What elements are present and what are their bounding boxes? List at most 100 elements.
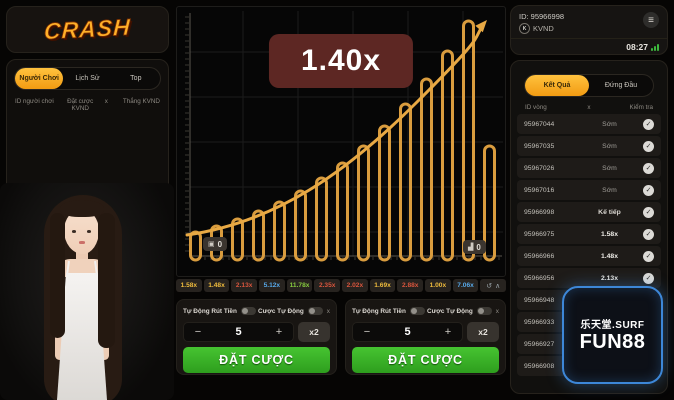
history-chip[interactable]: 1.69x	[369, 279, 396, 292]
round-id: 95966908	[524, 362, 555, 370]
bet-panel-1: Tự Động Rút Tiền Cược Tự Động x − 5 + x2…	[176, 299, 337, 375]
verify-icon[interactable]: ✓	[643, 184, 654, 196]
bets-count-badge[interactable]: ▟ 0	[463, 240, 486, 254]
tab-ket-qua[interactable]: Kết Quả	[525, 75, 589, 96]
chart-bars	[189, 19, 496, 262]
chart-bar	[357, 144, 370, 262]
results-panel-tabs: Kết Quả Đứng Đầu	[524, 74, 654, 97]
round-id: 95966956	[524, 274, 555, 282]
result-row: 95967035 Sớm ✓	[517, 136, 661, 156]
x-suffix-label: x	[326, 307, 330, 315]
chart-bar	[315, 176, 328, 262]
result-row: 95966975 1.58x ✓	[517, 224, 661, 244]
bet-amount-value[interactable]: 5	[404, 326, 411, 338]
auto-cashout-toggle[interactable]	[240, 307, 256, 315]
round-id: 95966948	[524, 296, 555, 304]
col-win: Thắng KVND	[122, 98, 160, 105]
round-value: 1.48x	[600, 252, 618, 260]
result-row: 95966998 Kế tiếp ✓	[517, 202, 661, 222]
history-chip[interactable]: 7.06x	[452, 279, 479, 292]
chart-bar	[189, 230, 202, 262]
verify-icon[interactable]: ✓	[643, 162, 654, 174]
brand-logo-panel: CRASH	[6, 6, 169, 53]
round-value: 2.13x	[600, 274, 618, 282]
double-bet-button[interactable]: x2	[298, 322, 330, 342]
verify-icon[interactable]: ✓	[643, 228, 654, 240]
chart-bar	[462, 19, 475, 262]
chart-bar	[483, 144, 496, 262]
col-verify: Kiểm tra	[629, 104, 653, 111]
increase-bet-button[interactable]: +	[275, 326, 283, 338]
verify-icon[interactable]: ✓	[643, 118, 654, 130]
round-id: 95966927	[524, 340, 555, 348]
history-chip[interactable]: 1.00x	[425, 279, 451, 292]
round-value: Sớm	[602, 186, 617, 194]
chart-bar	[252, 209, 265, 262]
history-chip[interactable]: 2.13x	[231, 279, 258, 292]
round-id: 95967044	[524, 120, 555, 128]
x-suffix-label: x	[495, 307, 499, 315]
watermark-cn-text: 乐天堂.SURF	[580, 320, 645, 331]
tab-lich-su[interactable]: Lịch Sử	[75, 75, 100, 82]
auto-bet-toggle[interactable]	[307, 307, 323, 315]
result-row: 95967026 Sớm ✓	[517, 158, 661, 178]
round-id: 95967016	[524, 186, 555, 194]
verify-icon[interactable]: ✓	[643, 140, 654, 152]
history-chip[interactable]: 5.12x	[259, 279, 285, 292]
bet-amount-value[interactable]: 5	[235, 326, 242, 338]
history-chip[interactable]: 2.88x	[397, 279, 424, 292]
chart-bar	[273, 200, 286, 262]
decrease-bet-button[interactable]: −	[363, 326, 371, 338]
auto-cashout-label: Tự Động Rút Tiền	[352, 307, 406, 315]
history-chip[interactable]: 11.78x	[286, 279, 313, 292]
col-round-id: ID vòng	[525, 104, 547, 111]
result-row: 95966966 1.48x ✓	[517, 246, 661, 266]
history-chip[interactable]: 2.35x	[314, 279, 341, 292]
multiplier-history-row: 1.58x 1.48x 2.13x 5.12x 11.78x 2.35x 2.02x 1.69…	[176, 279, 507, 292]
round-id: 95966975	[524, 230, 555, 238]
results-table-header: ID vòng x Kiểm tra	[517, 100, 661, 114]
tab-nguoi-choi[interactable]: Người Chơi	[15, 68, 64, 89]
players-count-badge[interactable]: ▣ 0	[203, 237, 228, 251]
double-bet-button[interactable]: x2	[467, 322, 499, 342]
history-chip[interactable]: 1.58x	[176, 279, 202, 292]
tab-top[interactable]: Top	[130, 75, 142, 82]
round-id: 95966998	[524, 208, 555, 216]
coin-icon: K	[519, 23, 530, 34]
account-id: ID: 95966998	[519, 12, 565, 21]
verify-icon[interactable]: ✓	[643, 206, 654, 218]
history-toggle-chip[interactable]: ↺ ∧	[480, 279, 507, 292]
place-bet-button[interactable]: ĐẶT CƯỢC	[352, 347, 499, 373]
col-multiplier: x	[587, 104, 591, 111]
auto-cashout-label: Tự Động Rút Tiền	[183, 307, 237, 315]
auto-cashout-toggle[interactable]	[409, 307, 425, 315]
results-panel: Kết Quả Đứng Đầu ID vòng x Kiểm tra 9596…	[510, 60, 668, 394]
auto-bet-label: Cược Tự Động	[258, 307, 304, 315]
auto-bet-toggle[interactable]	[476, 307, 492, 315]
round-value: 1.58x	[600, 230, 618, 238]
account-panel: ID: 95966998 K KVND ≡ 08:27	[510, 5, 668, 55]
round-value: Kế tiếp	[598, 208, 621, 216]
bet-amount-stepper: − 5 +	[183, 322, 294, 342]
round-timer: 08:27	[626, 42, 648, 52]
place-bet-button[interactable]: ĐẶT CƯỢC	[183, 347, 330, 373]
chart-bar	[378, 124, 391, 262]
bets-chart-icon: ▟	[468, 244, 474, 251]
verify-icon[interactable]: ✓	[643, 250, 654, 262]
result-row: 95966956 2.13x ✓	[517, 268, 661, 288]
chart-bar	[441, 49, 454, 262]
increase-bet-button[interactable]: +	[444, 326, 452, 338]
chart-bar	[420, 77, 433, 262]
decrease-bet-button[interactable]: −	[194, 326, 202, 338]
col-player-id: ID người chơi	[15, 98, 54, 105]
result-row: 95967044 Sớm ✓	[517, 114, 661, 134]
col-x: x	[104, 98, 108, 105]
chart-bar	[399, 102, 412, 262]
tab-dung-dau[interactable]: Đứng Đầu	[604, 82, 638, 89]
round-id: 95966933	[524, 318, 555, 326]
menu-icon[interactable]: ≡	[643, 12, 659, 28]
history-chip[interactable]: 1.48x	[203, 279, 230, 292]
history-chip[interactable]: 2.02x	[342, 279, 368, 292]
verify-icon[interactable]: ✓	[643, 272, 654, 284]
